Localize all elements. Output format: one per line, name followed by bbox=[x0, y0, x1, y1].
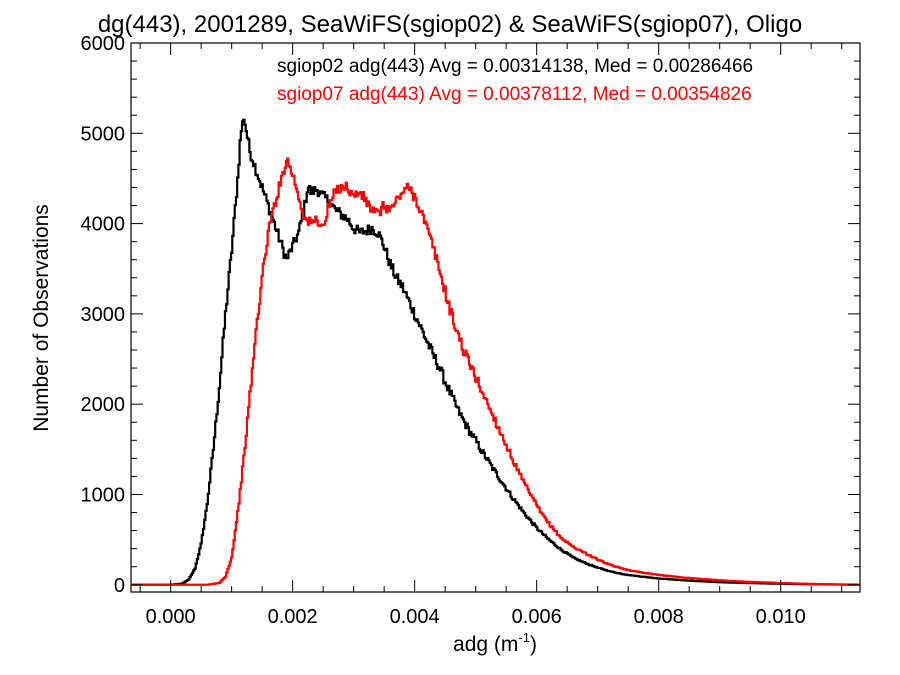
y-tick-label: 6000 bbox=[81, 33, 126, 55]
series-line-sgiop02 bbox=[131, 118, 860, 586]
series-layer bbox=[131, 118, 860, 586]
chart-title: dg(443), 2001289, SeaWiFS(sgiop02) & Sea… bbox=[98, 11, 802, 38]
y-tick-label: 2000 bbox=[81, 394, 126, 416]
legend: sgiop02 adg(443) Avg = 0.00314138, Med =… bbox=[277, 56, 753, 105]
x-axis-label: adg (m-1) bbox=[453, 630, 537, 656]
legend-entry-sgiop02: sgiop02 adg(443) Avg = 0.00314138, Med =… bbox=[277, 56, 753, 77]
y-tick-label: 0 bbox=[114, 575, 125, 597]
x-axis-label-superscript: -1 bbox=[518, 630, 530, 645]
x-axis-label-close: ) bbox=[530, 633, 537, 656]
y-tick-label: 4000 bbox=[81, 214, 126, 236]
x-tick-label: 0.006 bbox=[512, 606, 562, 628]
y-axis-label: Number of Observations bbox=[30, 204, 53, 432]
y-tick-label: 1000 bbox=[81, 484, 126, 506]
x-tick-label: 0.004 bbox=[390, 606, 440, 628]
y-tick-label: 5000 bbox=[81, 123, 126, 145]
y-tick-label: 3000 bbox=[81, 304, 126, 326]
series-line-sgiop07 bbox=[131, 157, 860, 586]
plot-frame bbox=[130, 42, 861, 593]
y-axis: 0 1000 2000 3000 4000 5000 6000 bbox=[81, 33, 860, 597]
x-tick-label: 0.010 bbox=[756, 606, 806, 628]
x-axis: 0.000 0.002 0.004 0.006 0.008 0.010 bbox=[139, 43, 843, 628]
x-axis-label-text: adg (m bbox=[453, 633, 518, 656]
x-tick-label: 0.000 bbox=[146, 606, 196, 628]
x-tick-label: 0.008 bbox=[634, 606, 684, 628]
legend-entry-sgiop07: sgiop07 adg(443) Avg = 0.00378112, Med =… bbox=[277, 84, 752, 105]
x-tick-label: 0.002 bbox=[268, 606, 318, 628]
